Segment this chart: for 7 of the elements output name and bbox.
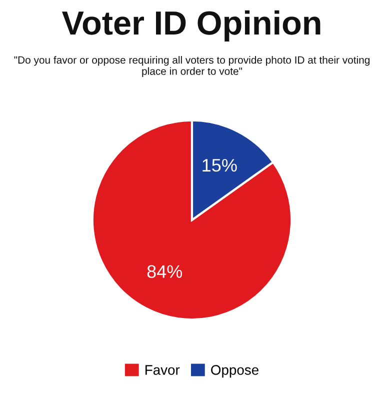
chart-subtitle: "Do you favor or oppose requiring all voters to provide photo ID at their voting place in order to vote" [14,56,370,77]
chart-title: Voter ID Opinion [62,10,320,42]
legend-label: Favor [146,365,180,375]
data-label: 15% [202,158,237,172]
data-label: 84% [147,265,182,278]
pie-slice [91,119,293,321]
legend-label: Oppose [211,365,258,378]
